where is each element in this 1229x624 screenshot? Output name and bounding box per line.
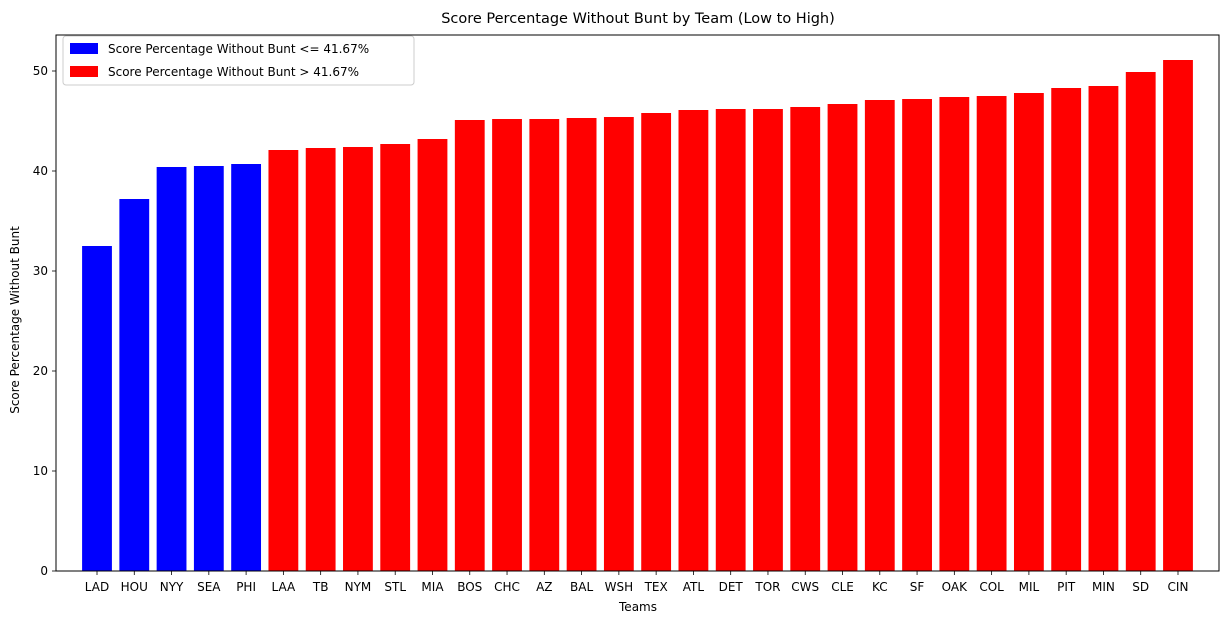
x-tick-label: BAL [570,580,593,594]
x-tick-label: OAK [942,580,968,594]
bar-bal [566,118,597,571]
x-tick-label: BOS [457,580,482,594]
x-tick-label: LAD [85,580,109,594]
x-axis-label: Teams [618,600,657,614]
x-tick-label: CLE [831,580,854,594]
x-tick-label: TEX [644,580,668,594]
x-tick-label: SF [910,580,925,594]
x-tick-label: NYY [160,580,184,594]
bar-det [715,109,746,571]
legend: Score Percentage Without Bunt <= 41.67% … [62,35,415,86]
x-tick-label: CIN [1168,580,1189,594]
bar-mia [417,139,448,571]
legend-box [62,35,415,86]
bar-az [529,119,560,571]
bar-cle [827,104,858,571]
bar-mil [1013,93,1044,571]
bar-lad [82,246,112,571]
legend-swatch-high [70,66,98,77]
bar-pit [1051,88,1082,571]
x-tick-label: TB [312,580,329,594]
bar-stl [380,144,411,571]
bar-oak [939,97,970,571]
x-tick-label: PHI [236,580,256,594]
plot-frame [55,34,1220,572]
x-tick-label: SEA [197,580,221,594]
x-tick-label: DET [719,580,744,594]
chart-title: Score Percentage Without Bunt by Team (L… [441,11,835,27]
bar-sf [902,99,932,571]
bar-nyy [156,167,187,571]
legend-label-high: Score Percentage Without Bunt > 41.67% [108,65,359,79]
y-axis-ticks: 0 10 20 30 40 50 [33,64,56,578]
legend-swatch-low [70,43,98,54]
x-tick-label: CWS [791,580,819,594]
bar-tb [305,148,336,571]
x-tick-label: MIL [1019,580,1040,594]
x-tick-label: PIT [1057,580,1076,594]
y-tick-label: 0 [40,564,48,578]
bar-cws [790,107,821,571]
bar-wsh [603,117,634,571]
x-tick-label: ATL [683,580,705,594]
x-tick-label: AZ [536,580,552,594]
x-tick-label: WSH [605,580,634,594]
y-tick-label: 10 [33,464,48,478]
bar-cin [1163,60,1193,571]
bar-hou [119,199,150,571]
x-tick-label: SD [1132,580,1149,594]
x-tick-label: TOR [754,580,780,594]
bar-min [1088,86,1119,571]
x-tick-label: HOU [121,580,148,594]
bar-atl [678,110,709,571]
x-tick-label: MIA [421,580,444,594]
x-tick-label: CHC [494,580,520,594]
bar-sea [193,166,224,571]
y-tick-label: 40 [33,164,48,178]
y-tick-label: 20 [33,364,48,378]
bar-sd [1125,72,1156,571]
x-tick-label: NYM [345,580,372,594]
bar-laa [268,150,299,571]
bar-phi [231,164,262,571]
bar-chc [492,119,522,571]
y-axis-label: Score Percentage Without Bunt [8,226,22,414]
bar-col [976,96,1007,571]
x-tick-label: KC [872,580,888,594]
x-tick-label: STL [384,580,406,594]
x-axis-ticks: LAD HOU NYY SEA PHI LAA TB NYM STL MIA BOS CHC AZ BAL… [85,571,1189,594]
bar-tex [641,113,672,571]
bar-bos [454,120,485,571]
y-tick-label: 50 [33,64,48,78]
bar-nym [343,147,373,571]
bar-kc [864,100,895,571]
bar-tor [753,109,783,571]
x-tick-label: COL [979,580,1004,594]
x-tick-label: MIN [1092,580,1115,594]
x-tick-label: LAA [272,580,297,594]
legend-label-low: Score Percentage Without Bunt <= 41.67% [108,42,369,56]
bars-group [82,60,1193,571]
y-tick-label: 30 [33,264,48,278]
